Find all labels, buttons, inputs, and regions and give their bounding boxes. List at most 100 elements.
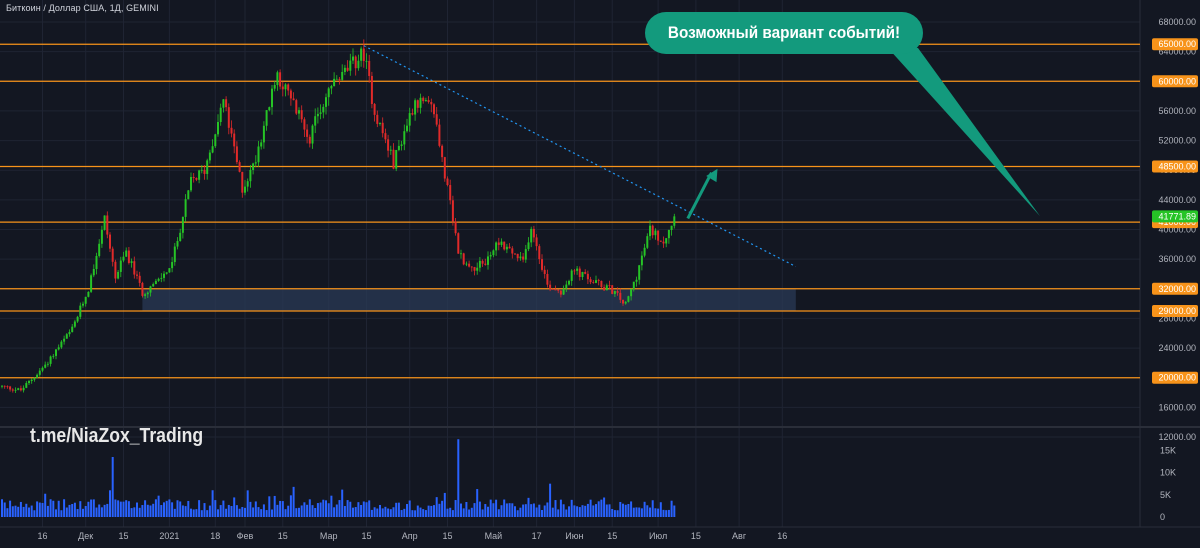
candle-body[interactable]	[111, 248, 114, 262]
volume-bar[interactable]	[649, 507, 651, 517]
candle-body[interactable]	[619, 292, 622, 300]
candle-body[interactable]	[451, 200, 454, 222]
volume-bar[interactable]	[589, 499, 592, 517]
candle-body[interactable]	[252, 163, 255, 171]
candle-body[interactable]	[265, 110, 268, 126]
volume-bar[interactable]	[73, 502, 76, 517]
volume-bar[interactable]	[79, 501, 82, 517]
volume-bar[interactable]	[222, 500, 225, 517]
candle-body[interactable]	[400, 144, 403, 146]
volume-bar[interactable]	[338, 500, 341, 517]
candle-body[interactable]	[635, 279, 638, 282]
volume-bar[interactable]	[354, 507, 357, 517]
volume-bar[interactable]	[136, 502, 138, 517]
volume-bar[interactable]	[670, 500, 673, 517]
candle-body[interactable]	[627, 296, 630, 302]
volume-bar[interactable]	[470, 507, 473, 517]
volume-bar[interactable]	[497, 509, 500, 517]
candle-body[interactable]	[246, 181, 249, 187]
candle-body[interactable]	[352, 56, 354, 61]
candle-body[interactable]	[254, 162, 257, 164]
candle-body[interactable]	[6, 386, 9, 388]
volume-bar[interactable]	[235, 505, 238, 517]
volume-bar[interactable]	[592, 505, 595, 517]
volume-bar[interactable]	[179, 501, 182, 517]
volume-bar[interactable]	[613, 510, 616, 517]
candle-body[interactable]	[605, 285, 608, 291]
volume-bar[interactable]	[422, 509, 425, 517]
candle-body[interactable]	[11, 389, 14, 391]
candle-body[interactable]	[36, 374, 39, 378]
candle-body[interactable]	[362, 48, 365, 61]
candle-body[interactable]	[33, 377, 36, 380]
volume-bar[interactable]	[146, 504, 149, 517]
volume-bar[interactable]	[279, 500, 282, 517]
volume-bar[interactable]	[600, 499, 603, 517]
volume-bar[interactable]	[319, 502, 322, 517]
volume-bar[interactable]	[227, 504, 230, 517]
volume-bar[interactable]	[244, 507, 246, 517]
candle-body[interactable]	[52, 355, 55, 357]
volume-bar[interactable]	[419, 507, 422, 517]
candle-body[interactable]	[368, 60, 371, 76]
volume-bar[interactable]	[125, 500, 128, 517]
candle-body[interactable]	[343, 67, 346, 72]
volume-bar[interactable]	[28, 507, 30, 517]
candle-body[interactable]	[257, 146, 260, 163]
volume-bar[interactable]	[276, 504, 279, 517]
symbol-title[interactable]: Биткоин / Доллар США, 1Д, GEMINI	[6, 3, 159, 13]
candle-body[interactable]	[82, 303, 84, 306]
volume-bar[interactable]	[241, 507, 244, 517]
candle-body[interactable]	[443, 157, 446, 179]
volume-bar[interactable]	[330, 495, 333, 517]
volume-bar[interactable]	[343, 506, 346, 517]
volume-bar[interactable]	[622, 503, 624, 517]
volume-bar[interactable]	[446, 508, 449, 517]
volume-bar[interactable]	[271, 509, 273, 517]
candle-body[interactable]	[441, 145, 444, 158]
candle-body[interactable]	[241, 171, 244, 193]
candle-body[interactable]	[357, 60, 360, 69]
candle-body[interactable]	[325, 97, 327, 107]
volume-bar[interactable]	[441, 500, 444, 517]
projection-arrow-shaft[interactable]	[686, 172, 713, 220]
candle-body[interactable]	[114, 261, 117, 279]
candle-body[interactable]	[670, 225, 673, 231]
volume-bar[interactable]	[424, 510, 427, 517]
candle-body[interactable]	[3, 385, 6, 387]
candle-body[interactable]	[289, 90, 292, 99]
volume-bar[interactable]	[33, 510, 36, 517]
volume-bar[interactable]	[557, 509, 560, 517]
candle-body[interactable]	[165, 272, 168, 274]
candle-body[interactable]	[568, 280, 570, 285]
volume-bar[interactable]	[65, 507, 68, 517]
candle-body[interactable]	[303, 119, 306, 130]
volume-bar[interactable]	[335, 504, 338, 517]
volume-bar[interactable]	[376, 508, 379, 517]
candle-body[interactable]	[168, 268, 171, 273]
candle-body[interactable]	[314, 116, 317, 126]
volume-bar[interactable]	[44, 493, 47, 517]
candle-body[interactable]	[90, 275, 93, 292]
candle-body[interactable]	[179, 232, 182, 242]
volume-bar[interactable]	[535, 507, 538, 517]
volume-bar[interactable]	[416, 505, 419, 517]
candle-body[interactable]	[600, 280, 603, 288]
candle-body[interactable]	[503, 241, 506, 250]
volume-bar[interactable]	[608, 504, 611, 517]
volume-bar[interactable]	[433, 505, 435, 517]
candle-body[interactable]	[476, 267, 479, 271]
volume-bar[interactable]	[281, 501, 284, 517]
volume-bar[interactable]	[76, 509, 79, 517]
candle-body[interactable]	[535, 237, 538, 247]
candle-body[interactable]	[438, 124, 441, 146]
volume-bar[interactable]	[478, 501, 481, 517]
candle-body[interactable]	[481, 260, 484, 264]
volume-bar[interactable]	[192, 509, 195, 517]
candle-body[interactable]	[608, 285, 611, 287]
candle-body[interactable]	[206, 160, 209, 174]
candle-body[interactable]	[76, 316, 79, 322]
volume-bar[interactable]	[233, 497, 236, 517]
candle-body[interactable]	[287, 84, 290, 91]
